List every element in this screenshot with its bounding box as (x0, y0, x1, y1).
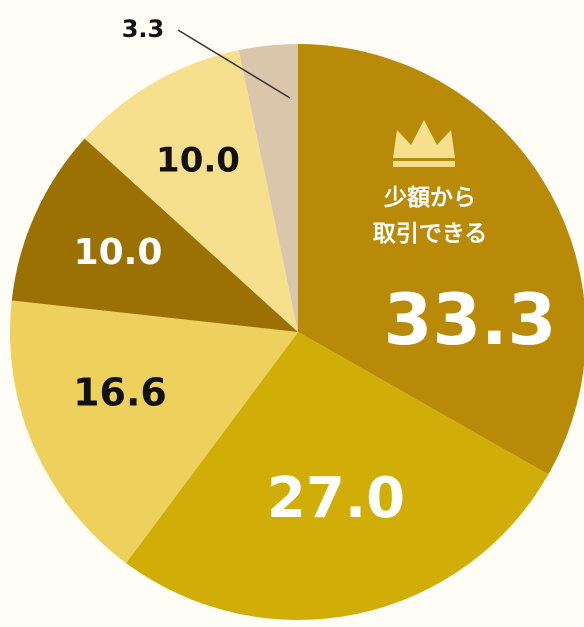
slices (9, 44, 584, 620)
value-label: 10.0 (156, 141, 240, 181)
pie-slice (11, 138, 298, 332)
value-label: 33.3 (384, 279, 557, 361)
pie-slice (126, 332, 549, 620)
pie-slice (298, 44, 584, 475)
value-label: 27.0 (267, 466, 405, 531)
pie-slice (84, 50, 298, 332)
value-label: 10.0 (74, 232, 163, 273)
pie-slice (238, 44, 298, 332)
leader-line (177, 29, 291, 99)
crown-icon (393, 120, 455, 158)
category-label: 少額から 取引できる (372, 185, 488, 247)
crown-base (393, 161, 455, 167)
pie-slice (9, 300, 298, 564)
value-label: 16.6 (73, 371, 167, 415)
value-label: 3.3 (122, 15, 165, 43)
